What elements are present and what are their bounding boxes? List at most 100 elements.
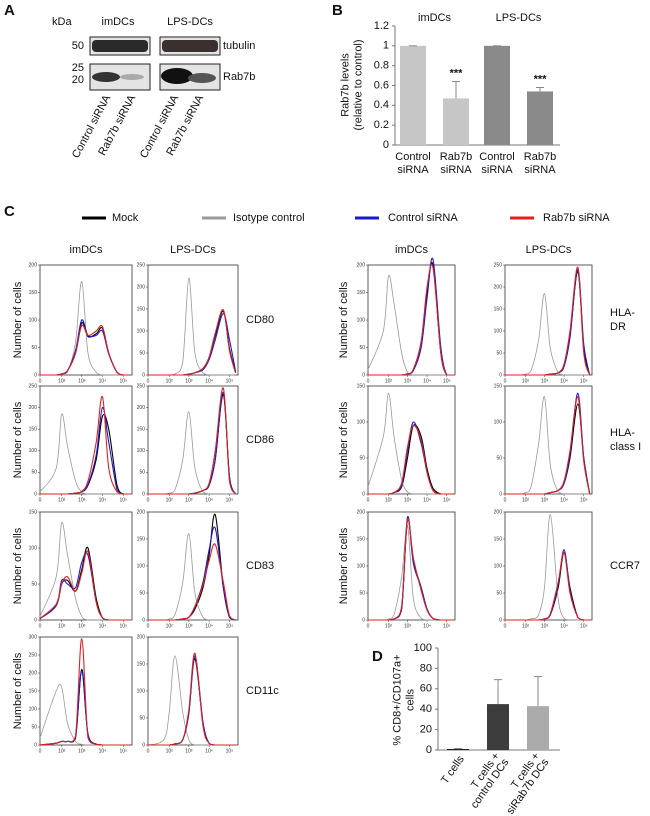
plot-frame (39, 385, 133, 495)
y-tick-label: 200 (29, 670, 38, 676)
histogram-curve (367, 392, 453, 495)
y-tick-label: 50 (139, 470, 145, 476)
text-line: class I (610, 441, 641, 453)
x-tick-label: 10⁵ (226, 378, 234, 384)
y-tick-label: 250 (137, 383, 146, 389)
y-tick-label: 100 (137, 563, 146, 569)
x-tick-label: 10³ (78, 378, 86, 384)
y-tick-label: 100 (357, 419, 366, 425)
text-line: cells (404, 689, 416, 712)
histogram-curve (368, 257, 453, 376)
x-tick-label: 10³ (541, 623, 549, 629)
y-tick-label: 250 (494, 262, 503, 268)
x-tick-label: 10⁵ (580, 623, 588, 629)
y-tick-label: 100 (494, 328, 503, 334)
blot-band (120, 74, 144, 80)
blot-group: LPS-DCs (167, 16, 213, 28)
y-tick-label: 200 (137, 405, 146, 411)
marker-label: HLA- DR (610, 307, 635, 333)
x-tick-label: 0 (147, 378, 150, 384)
column-title: imDCs (395, 244, 428, 256)
y-tick-label: 1.2 (374, 20, 389, 32)
y-tick-label: 50 (359, 345, 365, 351)
x-tick-label: 10² (58, 748, 66, 754)
panel-label: A (4, 2, 15, 19)
histogram-curve (148, 309, 237, 376)
histogram-curve (505, 549, 590, 621)
bar (443, 98, 469, 145)
x-tick-label: Control siRNA (395, 151, 430, 176)
histogram-curve (505, 551, 590, 621)
x-tick-label: 10² (58, 623, 66, 629)
y-tick-label: 50 (359, 590, 365, 596)
histogram-curve (148, 533, 236, 621)
y-tick-label: 200 (137, 634, 146, 640)
y-tick-label: 100 (357, 317, 366, 323)
histogram-curve (148, 310, 237, 376)
x-tick-label: 0 (504, 378, 507, 384)
y-tick-label: 150 (29, 509, 38, 515)
histogram-curve (368, 425, 453, 495)
x-tick-label: T cells +control DCs (460, 750, 512, 811)
x-tick-label: 0 (367, 378, 370, 384)
x-tick-label: 0 (367, 623, 370, 629)
histogram-curve (367, 274, 453, 376)
y-tick-label: 0 (362, 617, 365, 623)
histogram-curve (148, 277, 236, 376)
y-tick-label: 100 (414, 642, 432, 654)
bar (484, 45, 510, 146)
y-axis-label: Number of cells (12, 281, 24, 358)
x-tick-label: 10² (166, 748, 174, 754)
histogram-curve (148, 526, 236, 621)
text-line: (relative to control) (352, 39, 364, 130)
marker-label: CD83 (246, 560, 274, 572)
histogram-curve (505, 551, 590, 621)
plot-frame (39, 511, 133, 621)
bar (400, 45, 426, 146)
y-tick-label: 200 (357, 262, 366, 268)
x-tick-label: 10² (385, 497, 393, 503)
histogram-curve (148, 387, 237, 495)
histogram-curve (505, 293, 590, 376)
marker-label: CCR7 (610, 560, 640, 572)
blot-band (188, 73, 216, 83)
text-line: CD11c (246, 685, 279, 697)
y-tick-label: 50 (31, 470, 37, 476)
plot-frame (504, 385, 593, 495)
y-tick-label: 0 (142, 742, 145, 748)
x-tick-label: 10² (166, 378, 174, 384)
x-tick-label: 10² (166, 623, 174, 629)
panel-label: B (332, 2, 343, 19)
text-line: Control (395, 151, 430, 163)
text-line: siRNA (524, 164, 556, 176)
x-tick-label: 10⁵ (119, 748, 127, 754)
y-axis-label: Number of cells (338, 527, 350, 604)
x-tick-label: 10² (58, 497, 66, 503)
x-tick-label: 10⁵ (226, 748, 234, 754)
y-tick-label: 0 (499, 491, 502, 497)
x-tick-label: 0 (367, 497, 370, 503)
x-tick-label: 10³ (185, 748, 193, 754)
x-tick-label: 10⁴ (423, 497, 431, 503)
histogram-curve (148, 411, 236, 495)
marker-label: CD11c (246, 685, 279, 697)
histogram-curve (148, 312, 237, 376)
x-tick-label: 10³ (185, 378, 193, 384)
y-tick-label: 0 (34, 742, 37, 748)
legend-label: Control siRNA (388, 212, 458, 224)
x-tick-label: 10³ (185, 623, 193, 629)
column-title: LPS-DCs (170, 244, 216, 256)
y-tick-label: 250 (137, 262, 146, 268)
y-axis-label: Number of cells (12, 401, 24, 478)
bar (527, 706, 549, 750)
x-tick-label: 10⁵ (119, 497, 127, 503)
x-tick-label: 10² (522, 378, 530, 384)
histogram-curve (148, 543, 236, 621)
group-title: imDCs (418, 12, 451, 24)
y-tick-label: 60 (420, 683, 432, 695)
y-tick-label: 150 (494, 306, 503, 312)
x-tick-label: Rab7b siRNA (440, 151, 472, 176)
kda-marker: 20 (72, 74, 84, 86)
y-tick-label: 0 (34, 491, 37, 497)
